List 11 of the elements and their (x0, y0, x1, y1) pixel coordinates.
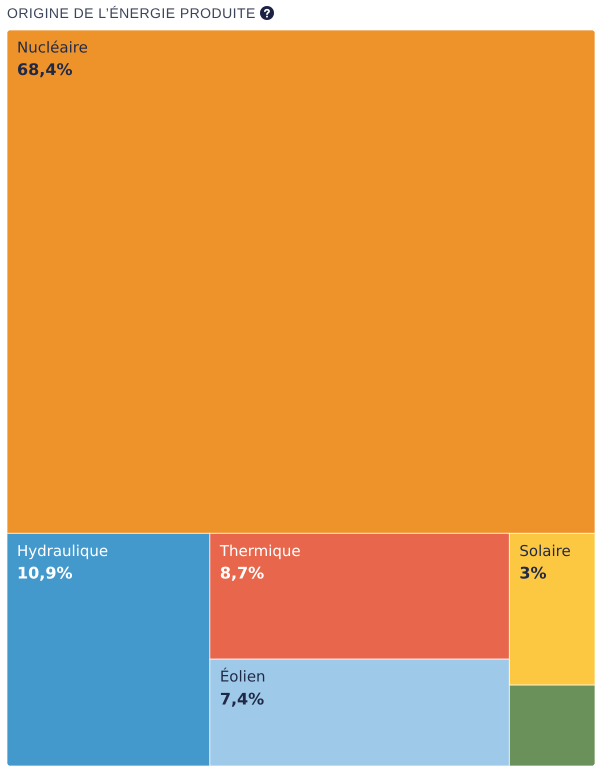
category-label: Solaire (519, 542, 571, 560)
category-label: Thermique (218, 542, 301, 560)
category-label: Hydraulique (17, 542, 108, 560)
category-label: Nucléaire (17, 38, 88, 56)
data-label: 7,4% (220, 689, 264, 708)
data-label: 68,4% (17, 60, 73, 80)
data-label: 8,7% (220, 564, 264, 583)
data-label: 10,9% (17, 564, 73, 583)
data-label: 3% (519, 564, 547, 583)
text: ORIGINE DE L’ÉNERGIE PRODUITE (7, 5, 256, 21)
category-label: Éolien (220, 667, 266, 686)
